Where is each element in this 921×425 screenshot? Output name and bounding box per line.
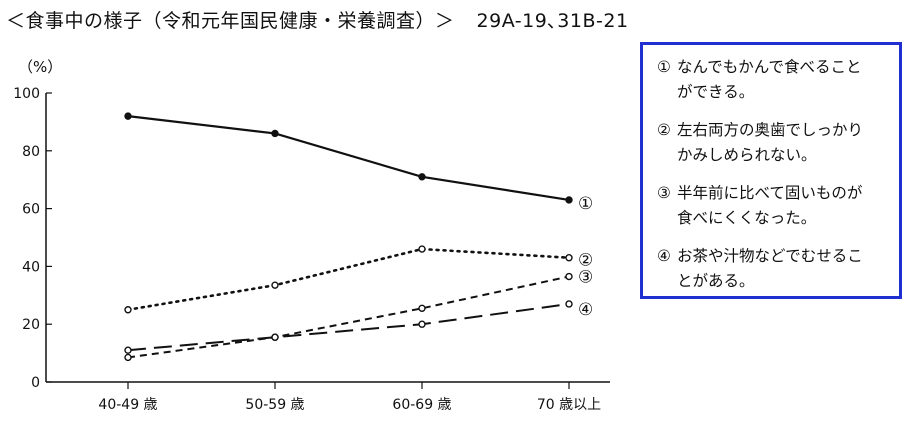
legend-text-line2: 食べにくくなった。 bbox=[677, 209, 817, 227]
exam-code: 29A-19､31B-21 bbox=[476, 10, 629, 32]
series-line bbox=[127, 275, 570, 359]
chart-series-points bbox=[124, 112, 573, 362]
series-label: ④ bbox=[578, 300, 593, 320]
x-tick-label: 40-49 歳 bbox=[98, 397, 157, 413]
data-point bbox=[124, 306, 132, 314]
legend-num: ② bbox=[657, 121, 671, 139]
y-tick-label: 60 bbox=[22, 202, 40, 218]
legend-item-3: ③ 半年前に比べて固いものが 食べにくくなった。 bbox=[657, 181, 891, 231]
x-tick-label: 60-69 歳 bbox=[392, 397, 451, 413]
y-tick-label: 20 bbox=[22, 317, 40, 333]
data-point bbox=[418, 304, 426, 313]
legend-text-line1: 半年前に比べて固いものが bbox=[677, 184, 863, 202]
data-point bbox=[418, 173, 426, 181]
legend-box: ① なんでもかんで食べること ができる。 ② 左右両方の奥歯でしっかり かみしめられ… bbox=[640, 42, 902, 299]
legend-item-2: ② 左右両方の奥歯でしっかり かみしめられない。 bbox=[657, 118, 891, 168]
x-tick-label: 50-59 歳 bbox=[245, 397, 304, 413]
data-point bbox=[418, 245, 426, 253]
series-line bbox=[127, 302, 570, 352]
data-point bbox=[271, 129, 279, 138]
legend-text-line1: なんでもかんで食べること bbox=[677, 58, 862, 76]
chart-series-labels: ① ②③ ④ bbox=[578, 194, 593, 320]
legend-num: ① bbox=[657, 58, 671, 76]
data-point bbox=[271, 333, 279, 341]
chart-title: ＜食事中の様子（令和元年国民健康・栄養調査）＞ 29A-19､31B-21 bbox=[6, 6, 629, 33]
y-axis-label: （%） bbox=[18, 58, 62, 76]
title-text: ＜食事中の様子（令和元年国民健康・栄養調査）＞ bbox=[6, 10, 455, 32]
x-tick-label: 70 歳以上 bbox=[537, 397, 601, 413]
y-tick-label: 40 bbox=[22, 259, 40, 275]
series-label: ③ bbox=[578, 268, 593, 288]
data-point bbox=[565, 272, 573, 281]
legend-num: ④ bbox=[657, 247, 671, 265]
data-point bbox=[124, 353, 132, 362]
series-label: ① bbox=[578, 194, 593, 214]
y-tick-label: 100 bbox=[13, 86, 40, 102]
legend-text-line2: ができる。 bbox=[677, 83, 755, 101]
chart-axes: （%） 0 20 40 60 80 100 40-49 歳 50-59 歳 60-69 歳 70 歳… bbox=[13, 58, 610, 413]
series-label: ② bbox=[578, 251, 593, 271]
data-point bbox=[271, 281, 279, 289]
legend-text-line1: お茶や汁物などでむせるこ bbox=[677, 247, 863, 265]
data-point bbox=[418, 320, 426, 328]
data-point bbox=[565, 300, 573, 308]
legend-text-line2: かみしめられない。 bbox=[677, 146, 817, 164]
data-point bbox=[565, 196, 573, 204]
legend-item-4: ④ お茶や汁物などでむせるこ とがある。 bbox=[657, 244, 891, 294]
data-point bbox=[565, 254, 573, 262]
y-tick-label: 80 bbox=[22, 144, 40, 160]
chart-series-lines bbox=[126, 115, 571, 359]
series-line bbox=[127, 115, 570, 202]
legend-text-line2: とがある。 bbox=[677, 272, 755, 290]
y-tick-label: 0 bbox=[31, 375, 40, 391]
legend-item-1: ① なんでもかんで食べること ができる。 bbox=[657, 55, 891, 105]
data-point bbox=[124, 346, 132, 354]
data-point bbox=[124, 112, 132, 120]
series-line bbox=[126, 247, 571, 312]
line-chart: （%） 0 20 40 60 80 100 40-49 歳 50-59 歳 60-69 歳 70 歳… bbox=[13, 58, 610, 413]
legend-num: ③ bbox=[657, 184, 671, 202]
legend-text-line1: 左右両方の奥歯でしっかり bbox=[677, 121, 864, 139]
